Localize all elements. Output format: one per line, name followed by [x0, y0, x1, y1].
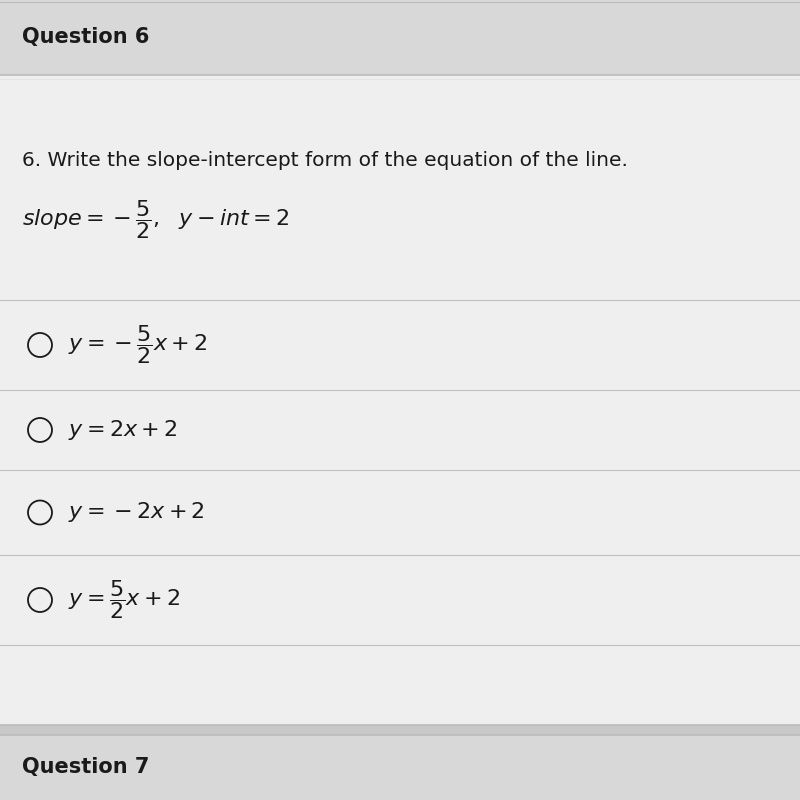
Text: Question 6: Question 6 [22, 27, 150, 47]
Circle shape [28, 588, 52, 612]
Text: $y = \dfrac{5}{2}x + 2$: $y = \dfrac{5}{2}x + 2$ [68, 578, 180, 622]
Bar [0, 75, 800, 725]
Text: $y = 2x + 2$: $y = 2x + 2$ [68, 418, 178, 442]
Circle shape [28, 501, 52, 525]
Text: $\mathit{slope} = -\dfrac{5}{2},\ \ y - \mathit{int} = 2$: $\mathit{slope} = -\dfrac{5}{2},\ \ y - … [22, 198, 290, 242]
Text: $y = -2x + 2$: $y = -2x + 2$ [68, 501, 205, 525]
Text: Question 7: Question 7 [22, 758, 150, 778]
Bar [0, 735, 800, 800]
Text: 6. Write the slope-intercept form of the equation of the line.: 6. Write the slope-intercept form of the… [22, 150, 628, 170]
Text: $y = -\dfrac{5}{2}x + 2$: $y = -\dfrac{5}{2}x + 2$ [68, 323, 208, 366]
Circle shape [28, 418, 52, 442]
Circle shape [28, 333, 52, 357]
Bar [0, 0, 800, 75]
